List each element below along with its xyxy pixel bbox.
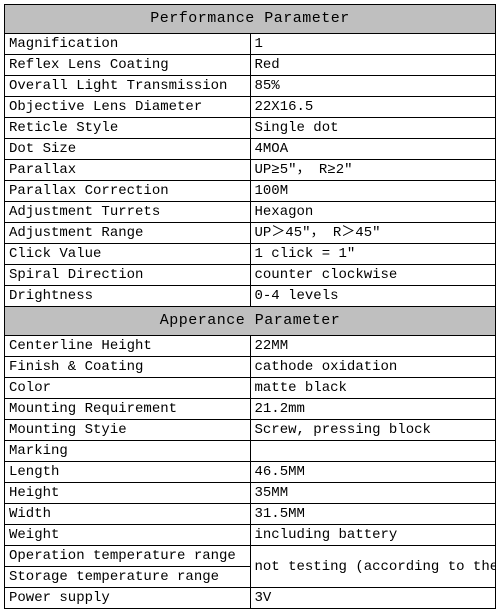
table-row: Reticle StyleSingle dot: [5, 118, 496, 139]
cell-label: Click Value: [5, 244, 251, 265]
cell-label: Reticle Style: [5, 118, 251, 139]
section-header: Apperance Parameter: [5, 307, 496, 336]
cell-value: 31.5MM: [250, 504, 496, 525]
table-row: Reflex Lens CoatingRed: [5, 55, 496, 76]
table-row: Magnification1: [5, 34, 496, 55]
cell-label: Mounting Styie: [5, 420, 251, 441]
table-row: Weightincluding battery: [5, 525, 496, 546]
cell-label: Magnification: [5, 34, 251, 55]
table-row: Operation temperature range not testing …: [5, 546, 496, 567]
spec-table: Performance ParameterMagnification1Refle…: [4, 4, 496, 609]
cell-label: Adjustment Range: [5, 223, 251, 244]
cell-label: Marking: [5, 441, 251, 462]
table-row: Objective Lens Diameter22X16.5: [5, 97, 496, 118]
section-header-row: Performance Parameter: [5, 5, 496, 34]
cell-value: 1: [250, 34, 496, 55]
cell-label: Parallax: [5, 160, 251, 181]
cell-value: 22X16.5: [250, 97, 496, 118]
section-header: Performance Parameter: [5, 5, 496, 34]
cell-label: Parallax Correction: [5, 181, 251, 202]
cell-value: 35MM: [250, 483, 496, 504]
table-row: Mounting Requirement21.2mm: [5, 399, 496, 420]
cell-value: [250, 441, 496, 462]
table-row: ParallaxUP≥5″， R≥2″: [5, 160, 496, 181]
cell-value: counter clockwise: [250, 265, 496, 286]
cell-value: matte black: [250, 378, 496, 399]
cell-label: Overall Light Transmission: [5, 76, 251, 97]
cell-label: Finish & Coating: [5, 357, 251, 378]
cell-label: Drightness: [5, 286, 251, 307]
cell-value: 3V: [250, 588, 496, 609]
cell-value: including battery: [250, 525, 496, 546]
cell-value: cathode oxidation: [250, 357, 496, 378]
table-row: Dot Size4MOA: [5, 139, 496, 160]
table-row: Click Value1 click = 1″: [5, 244, 496, 265]
cell-value: Screw, pressing block: [250, 420, 496, 441]
cell-label: Reflex Lens Coating: [5, 55, 251, 76]
table-row: Spiral Directioncounter clockwise: [5, 265, 496, 286]
table-row: Overall Light Transmission85%: [5, 76, 496, 97]
cell-label: Operation temperature range: [5, 546, 251, 567]
table-row: Adjustment TurretsHexagon: [5, 202, 496, 223]
cell-value: 100M: [250, 181, 496, 202]
cell-value: 21.2mm: [250, 399, 496, 420]
section-header-row: Apperance Parameter: [5, 307, 496, 336]
cell-value: Single dot: [250, 118, 496, 139]
table-row: Marking: [5, 441, 496, 462]
table-row: Height35MM: [5, 483, 496, 504]
cell-label: Spiral Direction: [5, 265, 251, 286]
cell-label: Objective Lens Diameter: [5, 97, 251, 118]
cell-label: Height: [5, 483, 251, 504]
cell-label: Dot Size: [5, 139, 251, 160]
table-row: Centerline Height22MM: [5, 336, 496, 357]
cell-value: 0-4 levels: [250, 286, 496, 307]
table-row: Finish & Coatingcathode oxidation: [5, 357, 496, 378]
table-row: Power supply 3V: [5, 588, 496, 609]
table-row: Drightness0-4 levels: [5, 286, 496, 307]
cell-value: UP＞45″， R＞45″: [250, 223, 496, 244]
cell-value: 4MOA: [250, 139, 496, 160]
cell-value: 22MM: [250, 336, 496, 357]
cell-label: Weight: [5, 525, 251, 546]
cell-value: UP≥5″， R≥2″: [250, 160, 496, 181]
cell-value: 85%: [250, 76, 496, 97]
cell-label: Centerline Height: [5, 336, 251, 357]
cell-value: Hexagon: [250, 202, 496, 223]
cell-label: Mounting Requirement: [5, 399, 251, 420]
table-row: Length46.5MM: [5, 462, 496, 483]
cell-value: 1 click = 1″: [250, 244, 496, 265]
table-row: Mounting StyieScrew, pressing block: [5, 420, 496, 441]
cell-label: Color: [5, 378, 251, 399]
cell-label: Power supply: [5, 588, 251, 609]
cell-value: 46.5MM: [250, 462, 496, 483]
table-row: Colormatte black: [5, 378, 496, 399]
cell-label: Storage temperature range: [5, 567, 251, 588]
table-row: Width31.5MM: [5, 504, 496, 525]
cell-value: Red: [250, 55, 496, 76]
table-row: Adjustment RangeUP＞45″， R＞45″: [5, 223, 496, 244]
table-row: Parallax Correction100M: [5, 181, 496, 202]
cell-value: not testing (according to the design val…: [250, 546, 496, 588]
cell-label: Adjustment Turrets: [5, 202, 251, 223]
cell-label: Width: [5, 504, 251, 525]
cell-label: Length: [5, 462, 251, 483]
